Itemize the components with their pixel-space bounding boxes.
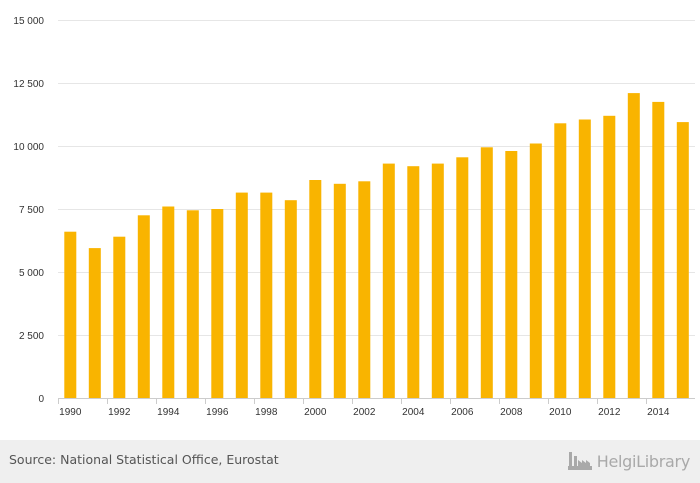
x-tick-label: 2004 bbox=[402, 407, 425, 418]
bar-2001[interactable] bbox=[333, 183, 346, 398]
y-tick-label: 2 500 bbox=[19, 331, 44, 342]
bar-1995[interactable] bbox=[186, 210, 199, 398]
y-tick-label: 5 000 bbox=[19, 268, 44, 279]
x-tick-label: 1994 bbox=[157, 407, 180, 418]
bar-2007[interactable] bbox=[480, 147, 493, 398]
x-axis bbox=[58, 398, 695, 404]
bar-2010[interactable] bbox=[554, 123, 567, 399]
bar-1990[interactable] bbox=[64, 231, 77, 398]
x-tick-label: 2000 bbox=[304, 407, 327, 418]
bars bbox=[64, 93, 689, 399]
helgi-library-logo[interactable]: HelgiLibrary bbox=[567, 448, 690, 474]
y-tick-label: 7 500 bbox=[19, 205, 44, 216]
factory-icon bbox=[567, 452, 592, 470]
bar-2004[interactable] bbox=[407, 166, 420, 398]
bar-2012[interactable] bbox=[603, 115, 616, 399]
bar-2002[interactable] bbox=[358, 181, 371, 398]
bar-2008[interactable] bbox=[505, 151, 518, 398]
bar-2006[interactable] bbox=[456, 157, 469, 398]
y-tick-label: 10 000 bbox=[13, 142, 44, 153]
x-tick-label: 2012 bbox=[598, 407, 621, 418]
x-tick-label: 2008 bbox=[500, 407, 523, 418]
bar-2015[interactable] bbox=[676, 122, 689, 398]
bar-2011[interactable] bbox=[578, 119, 591, 399]
bar-1992[interactable] bbox=[113, 236, 126, 398]
bar-1997[interactable] bbox=[235, 192, 248, 398]
logo-text: HelgiLibrary bbox=[596, 451, 691, 471]
footer: Source: National Statistical Office, Eur… bbox=[0, 440, 700, 483]
y-tick-label: 15 000 bbox=[13, 16, 44, 27]
x-tick-label: 2006 bbox=[451, 407, 474, 418]
x-tick-label: 1996 bbox=[206, 407, 229, 418]
x-tick-labels: 1990 1992 1994 1996 1998 2000 2002 2004 2006 2008… bbox=[59, 407, 670, 418]
bar-2005[interactable] bbox=[431, 163, 444, 398]
x-tick-label: 1998 bbox=[255, 407, 278, 418]
bar-1999[interactable] bbox=[284, 200, 297, 398]
bar-2014[interactable] bbox=[652, 101, 665, 399]
bar-2013[interactable] bbox=[627, 93, 640, 398]
source-note: Source: National Statistical Office, Eur… bbox=[9, 452, 279, 467]
grid-lines bbox=[58, 20, 695, 336]
y-tick-label: 0 bbox=[38, 394, 44, 405]
bar-1994[interactable] bbox=[162, 206, 175, 399]
bar-1993[interactable] bbox=[137, 215, 150, 398]
bar-1996[interactable] bbox=[211, 209, 224, 398]
x-tick-label: 1992 bbox=[108, 407, 131, 418]
bar-1991[interactable] bbox=[88, 248, 101, 398]
y-tick-labels: 0 2 500 5 000 7 500 10 000 12 500 15 000 bbox=[13, 16, 44, 405]
bar-1998[interactable] bbox=[260, 192, 273, 398]
bar-2003[interactable] bbox=[382, 163, 395, 398]
x-tick-label: 2002 bbox=[353, 407, 376, 418]
x-tick-label: 1990 bbox=[59, 407, 82, 418]
x-tick-label: 2014 bbox=[647, 407, 670, 418]
bar-2000[interactable] bbox=[309, 180, 322, 398]
y-tick-label: 12 500 bbox=[13, 79, 44, 90]
x-tick-label: 2010 bbox=[549, 407, 572, 418]
bar-2009[interactable] bbox=[529, 143, 542, 399]
